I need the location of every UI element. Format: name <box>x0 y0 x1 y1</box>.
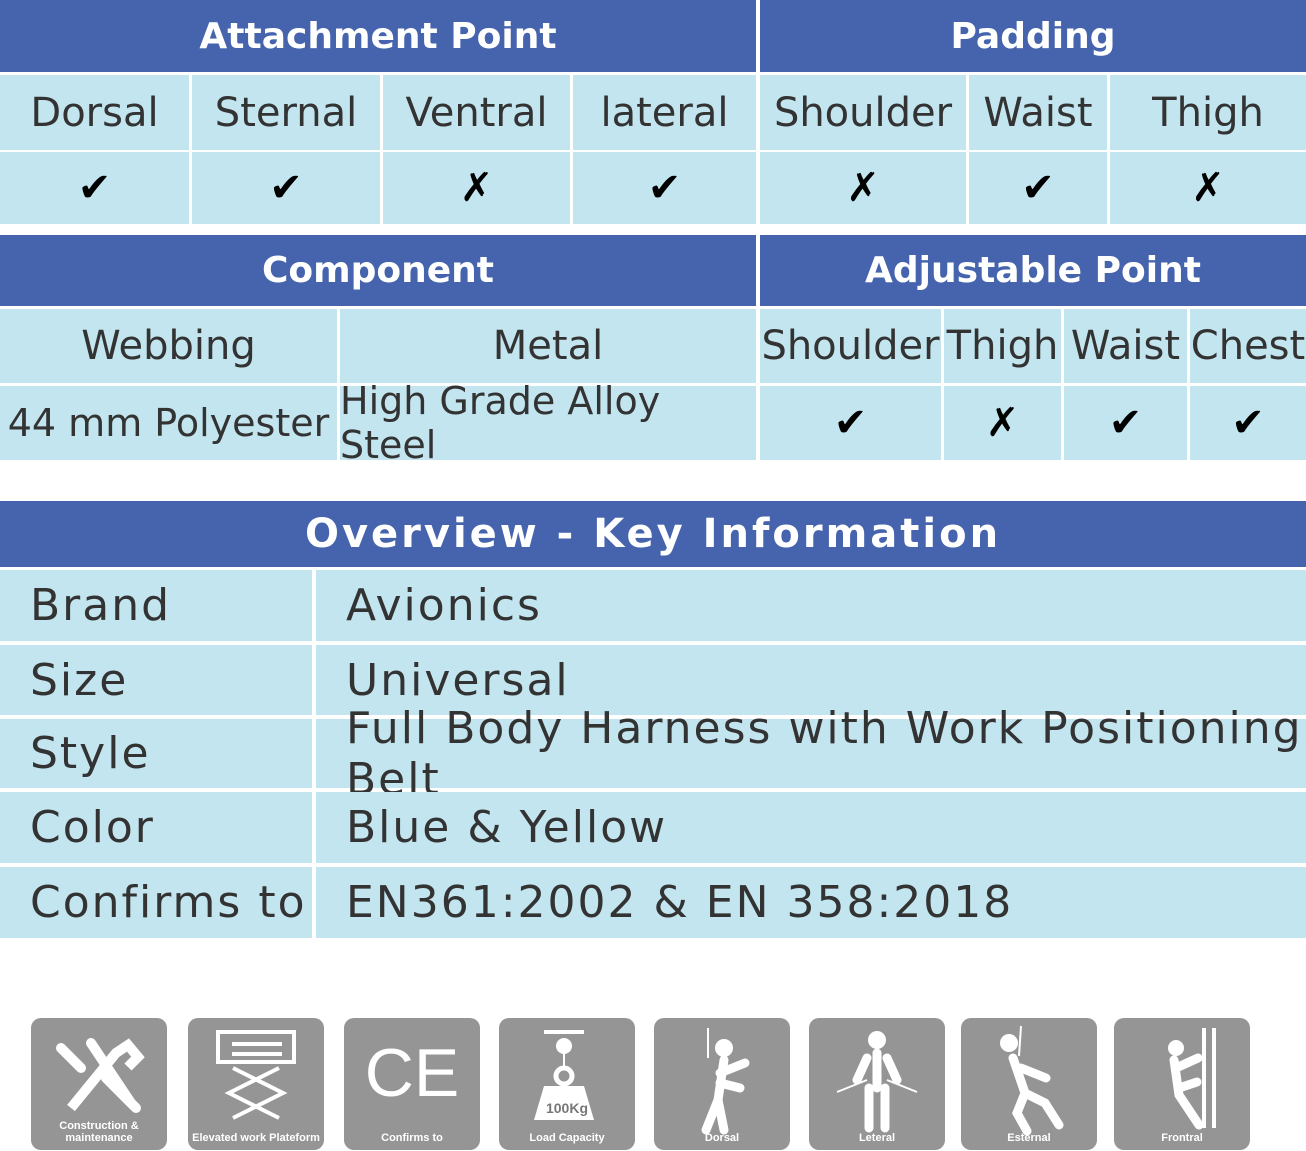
dorsal-harness-tile: Dorsal <box>654 1018 790 1150</box>
overview-label: Style <box>0 719 312 788</box>
svg-text:CE: CE <box>365 1035 459 1111</box>
ce-mark-icon: CE <box>365 1035 459 1111</box>
attachment-value-mark: ✔ <box>0 152 189 224</box>
adjustable-value-mark: ✔ <box>1190 386 1306 460</box>
adjustable-column-label: Thigh <box>944 309 1061 383</box>
attachment-value-mark: ✔ <box>573 152 756 224</box>
overview-value: Blue & Yellow <box>316 792 1306 863</box>
sternal-harness-icon <box>1000 1025 1064 1136</box>
icon-caption: Load Capacity <box>529 1132 605 1144</box>
padding-value-mark: ✗ <box>1110 152 1306 224</box>
attachment-value-mark: ✗ <box>383 152 570 224</box>
overview-value: EN361:2002 & EN 358:2018 <box>316 867 1306 938</box>
tools-tile: Construction & maintenance <box>31 1018 167 1150</box>
frontal-harness-icon <box>1168 1028 1216 1130</box>
icon-caption: Construction & maintenance <box>59 1120 139 1144</box>
adjustable-point-header: Adjustable Point <box>760 235 1306 306</box>
tools-icon <box>56 1038 145 1113</box>
overview-value: Universal <box>316 645 1306 715</box>
padding-value-mark: ✔ <box>969 152 1107 224</box>
adjustable-value-mark: ✔ <box>1064 386 1187 460</box>
attachment-point-header: Attachment Point <box>0 0 756 72</box>
frontal-harness-tile: Frontral <box>1114 1018 1250 1150</box>
dorsal-harness-icon <box>701 1028 750 1135</box>
overview-value: Full Body Harness with Work Positioning … <box>316 703 1306 805</box>
adjustable-column-label: Waist <box>1064 309 1187 383</box>
icon-caption: Confirms to <box>381 1132 443 1144</box>
weight-icon <box>534 1030 594 1120</box>
overview-value: Avionics <box>316 570 1306 641</box>
sternal-harness-tile: Esternal <box>961 1018 1097 1150</box>
adjustable-value-mark: ✔ <box>760 386 941 460</box>
attachment-column-label: Dorsal <box>0 75 189 150</box>
icon-caption: Frontral <box>1161 1132 1203 1144</box>
ce-mark-tile: CE Confirms to <box>344 1018 480 1150</box>
padding-column-label: Shoulder <box>760 75 966 150</box>
overview-header: Overview - Key Information <box>0 501 1306 567</box>
component-column-label: Metal <box>340 309 756 383</box>
overview-label: Confirms to <box>0 867 312 938</box>
scissor-lift-icon <box>216 1030 296 1120</box>
lateral-harness-icon <box>836 1031 918 1133</box>
component-value: High Grade Alloy Steel <box>340 379 756 467</box>
overview-label: Brand <box>0 570 312 641</box>
attachment-column-label: lateral <box>573 75 756 150</box>
scissor-lift-tile: Elevated work Plateform <box>188 1018 324 1150</box>
padding-column-label: Thigh <box>1110 75 1306 150</box>
padding-column-label: Waist <box>969 75 1107 150</box>
adjustable-column-label: Chest <box>1190 309 1306 383</box>
overview-label: Color <box>0 792 312 863</box>
padding-value-mark: ✗ <box>760 152 966 224</box>
icon-caption: Leteral <box>858 1132 896 1144</box>
capacity-badge: 100Kg <box>545 1100 589 1116</box>
icon-caption: Dorsal <box>704 1132 740 1144</box>
attachment-column-label: Sternal <box>192 75 380 150</box>
component-header: Component <box>0 235 756 306</box>
attachment-column-label: Ventral <box>383 75 570 150</box>
component-value: 44 mm Polyester <box>0 386 337 460</box>
icon-caption: Esternal <box>1007 1132 1051 1144</box>
padding-header: Padding <box>760 0 1306 72</box>
lateral-harness-tile: Leteral <box>809 1018 945 1150</box>
adjustable-value-mark: ✗ <box>944 386 1061 460</box>
weight-tile: 100Kg Load Capacity <box>499 1018 635 1150</box>
icon-caption: Elevated work Plateform <box>192 1132 320 1144</box>
component-column-label: Webbing <box>0 309 337 383</box>
overview-label: Size <box>0 645 312 715</box>
adjustable-column-label: Shoulder <box>760 309 941 383</box>
attachment-value-mark: ✔ <box>192 152 380 224</box>
